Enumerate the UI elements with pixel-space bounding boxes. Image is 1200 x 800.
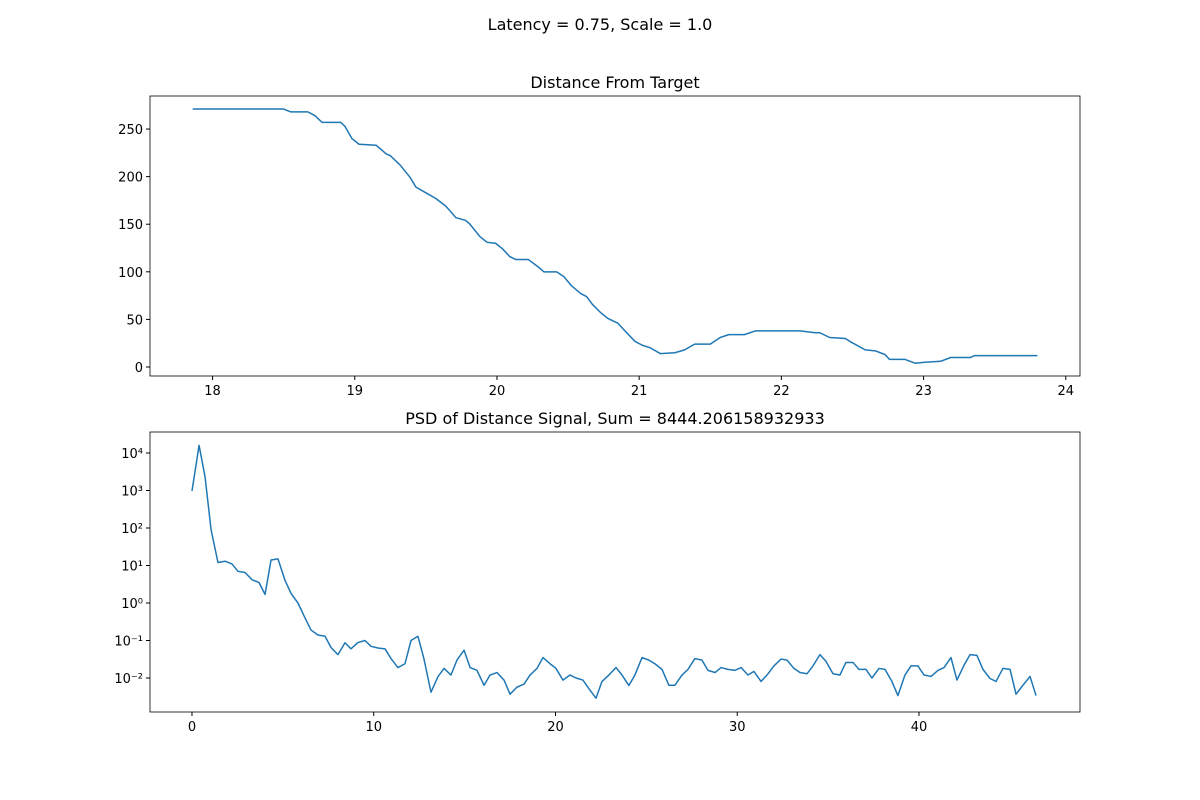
y-tick-label: 10⁻² [114,672,143,687]
x-tick-label: 20 [547,720,564,735]
y-tick-label: 10² [121,522,143,537]
y-tick-label: 100 [118,266,143,281]
y-tick-label: 200 [118,171,143,186]
x-tick-label: 10 [365,720,382,735]
x-tick-label: 18 [204,384,221,399]
x-tick-label: 40 [911,720,928,735]
x-tick-label: 23 [915,384,932,399]
y-tick-label: 10⁰ [121,597,143,612]
data-line [191,444,1037,699]
y-tick-label: 10³ [121,484,143,499]
x-tick-label: 30 [729,720,746,735]
x-tick-label: 21 [631,384,648,399]
axes-title: Distance From Target [530,73,699,92]
y-tick-label: 10¹ [121,559,143,574]
y-tick-label: 10⁴ [121,447,143,462]
y-tick-label: 250 [118,123,143,138]
y-tick-label: 150 [118,218,143,233]
y-tick-label: 0 [135,361,143,376]
x-tick-label: 24 [1058,384,1075,399]
x-tick-label: 19 [346,384,363,399]
x-tick-label: 22 [773,384,790,399]
axes-frame [149,431,1081,713]
data-line [192,108,1038,364]
figure-title: Latency = 0.75, Scale = 1.0 [488,15,713,34]
x-tick-label: 0 [188,720,196,735]
y-tick-label: 50 [126,313,143,328]
axes-frame [149,95,1081,377]
axes-title: PSD of Distance Signal, Sum = 8444.20615… [405,409,825,428]
x-tick-label: 20 [489,384,506,399]
y-tick-label: 10⁻¹ [114,635,143,650]
